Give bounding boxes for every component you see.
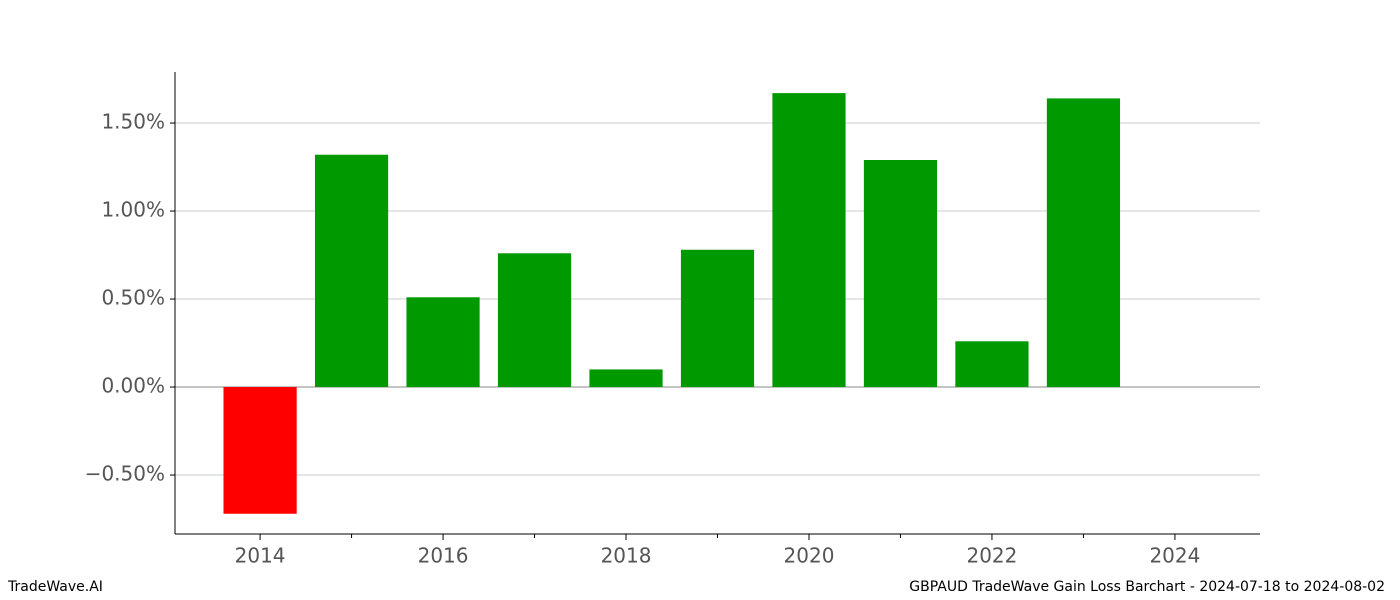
x-tick-label: 2024 xyxy=(1149,544,1200,568)
x-tick-label: 2014 xyxy=(235,544,286,568)
bar xyxy=(406,297,480,388)
chart-title: GBPAUD TradeWave Gain Loss Barchart - 20… xyxy=(909,579,1385,595)
x-tick-label: 2020 xyxy=(784,544,835,568)
bar xyxy=(955,341,1029,388)
x-tick-label: 2022 xyxy=(966,544,1017,568)
bar xyxy=(772,93,846,388)
y-tick-label: 0.00% xyxy=(101,374,165,398)
y-tick-label: 0.50% xyxy=(101,286,165,310)
y-tick-label: 1.00% xyxy=(101,198,165,222)
y-tick-label: 1.50% xyxy=(101,110,165,134)
bar xyxy=(680,249,755,388)
x-tick-label: 2018 xyxy=(601,544,652,568)
bar xyxy=(589,369,663,388)
watermark: TradeWave.AI xyxy=(7,579,103,595)
bar xyxy=(223,387,297,514)
bar xyxy=(497,253,572,388)
bar xyxy=(863,160,938,388)
bar xyxy=(1046,98,1121,388)
bar xyxy=(314,154,389,388)
y-tick-label: −0.50% xyxy=(85,462,165,486)
x-tick-label: 2016 xyxy=(418,544,469,568)
